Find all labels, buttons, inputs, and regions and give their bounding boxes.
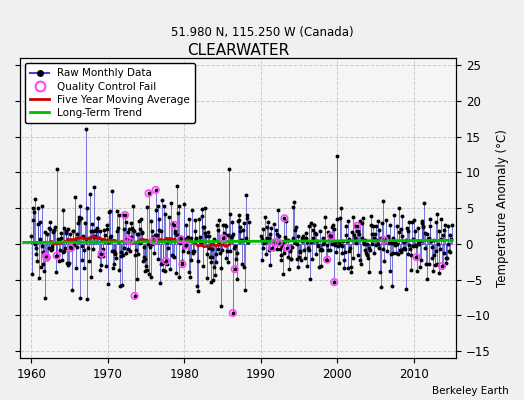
Point [126, 238, 134, 244]
Point [42, 255, 51, 261]
Point [182, 242, 190, 248]
Text: Berkeley Earth: Berkeley Earth [432, 386, 508, 396]
Point [283, 244, 291, 251]
Point [438, 263, 446, 269]
Text: 51.980 N, 115.250 W (Canada): 51.980 N, 115.250 W (Canada) [171, 26, 353, 39]
Point [151, 187, 160, 193]
Point [130, 293, 139, 299]
Point [170, 222, 178, 228]
Point [228, 310, 237, 316]
Point [327, 233, 335, 240]
Point [271, 239, 279, 246]
Point [123, 236, 131, 242]
Title: CLEARWATER: CLEARWATER [187, 43, 289, 58]
Point [231, 266, 239, 272]
Point [177, 236, 185, 242]
Point [380, 237, 389, 243]
Point [268, 244, 276, 251]
Point [275, 240, 283, 246]
Legend: Raw Monthly Data, Quality Control Fail, Five Year Moving Average, Long-Term Tren: Raw Monthly Data, Quality Control Fail, … [25, 63, 195, 123]
Point [353, 223, 362, 229]
Point [280, 215, 289, 222]
Point [52, 252, 61, 259]
Point [145, 190, 153, 196]
Point [149, 238, 158, 244]
Point [178, 261, 187, 268]
Point [219, 235, 227, 242]
Point [323, 256, 331, 263]
Point [162, 258, 170, 264]
Point [121, 212, 129, 218]
Point [67, 245, 75, 252]
Point [97, 250, 106, 257]
Point [330, 279, 339, 285]
Point [42, 253, 50, 259]
Point [412, 254, 421, 260]
Y-axis label: Temperature Anomaly (°C): Temperature Anomaly (°C) [496, 129, 509, 287]
